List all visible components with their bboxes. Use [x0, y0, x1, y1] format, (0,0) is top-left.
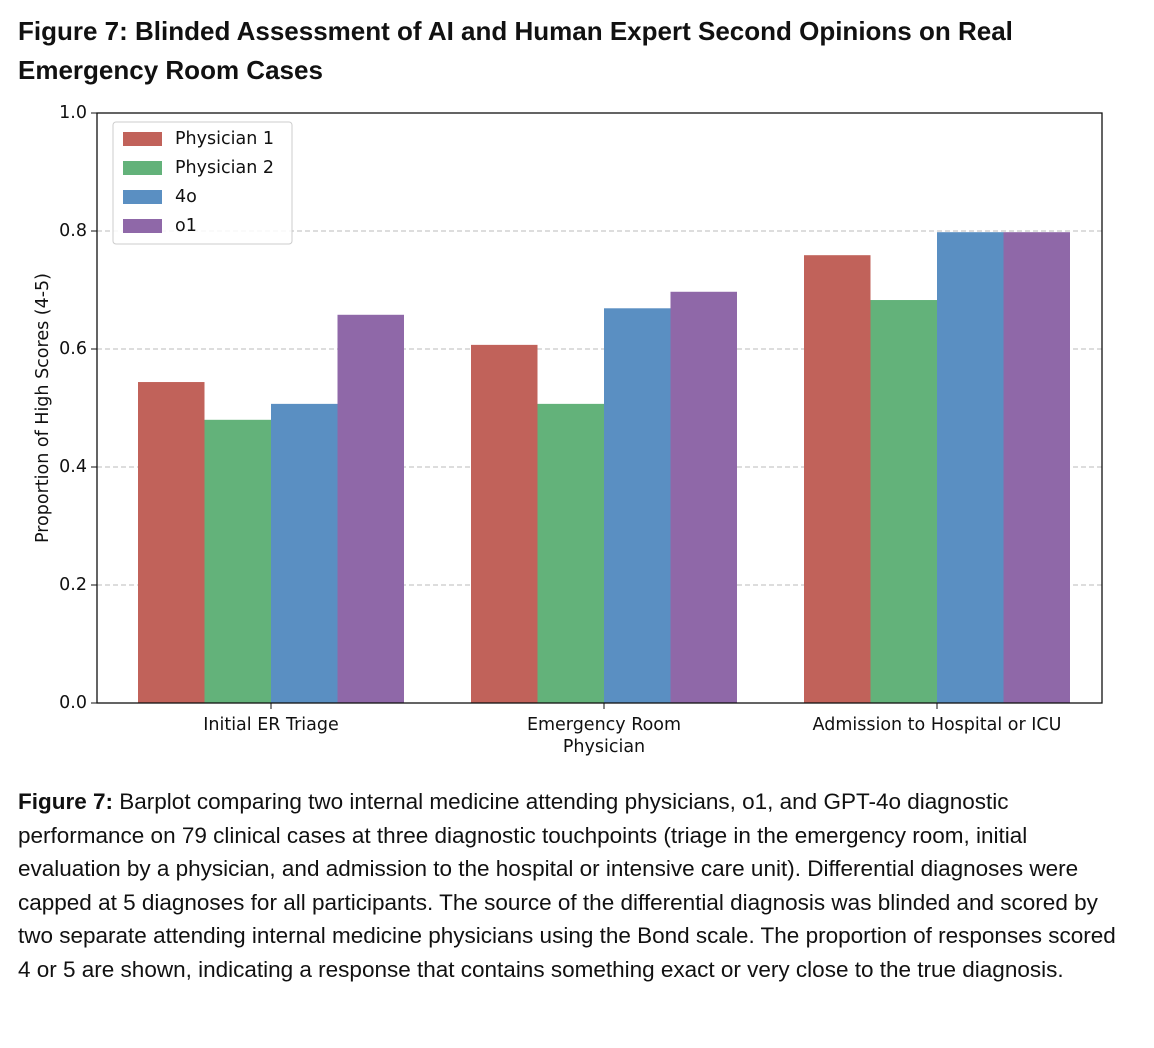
legend-swatch — [123, 219, 162, 233]
plot-frame — [96, 112, 1103, 704]
legend-box — [112, 121, 293, 245]
bar — [1003, 232, 1070, 703]
bar — [337, 314, 404, 703]
y-tick-label: 0.0 — [59, 693, 87, 713]
bar — [937, 232, 1004, 703]
chart: Proportion of High Scores (4-5) 0.0 0.2 0.… — [33, 103, 1103, 757]
bar — [804, 255, 871, 703]
y-tick-label: 1.0 — [59, 103, 87, 123]
y-tick-label: 0.8 — [59, 221, 87, 241]
caption-text: Barplot comparing two internal medicine … — [18, 789, 1116, 982]
legend-swatch — [123, 161, 162, 175]
legend-label: Physician 1 — [175, 129, 274, 149]
bar — [670, 291, 737, 703]
bar — [138, 382, 205, 703]
bar — [471, 344, 538, 703]
y-tick-label: 0.2 — [59, 575, 87, 595]
x-tick-label: Admission to Hospital or ICU — [813, 715, 1062, 735]
caption-label: Figure 7: — [18, 789, 114, 814]
bar — [271, 403, 338, 703]
bar — [204, 419, 271, 703]
y-axis-label: Proportion of High Scores (4-5) — [33, 273, 53, 543]
x-tick-label: Emergency Room Physician — [527, 715, 681, 757]
caption: Figure 7: Barplot comparing two internal… — [18, 785, 1128, 986]
legend-label: o1 — [175, 216, 197, 236]
y-tick-label: 0.6 — [59, 339, 87, 359]
legend-label: 4o — [175, 187, 197, 207]
legend-swatch — [123, 132, 162, 146]
bar — [604, 308, 671, 703]
figure-title: Figure 7: Blinded Assessment of AI and H… — [18, 16, 1013, 85]
x-tick-label: Initial ER Triage — [203, 715, 339, 735]
y-tick-label: 0.4 — [59, 457, 87, 477]
bar — [870, 300, 937, 703]
bar — [537, 403, 604, 703]
legend-label: Physician 2 — [175, 158, 274, 178]
legend-swatch — [123, 190, 162, 204]
